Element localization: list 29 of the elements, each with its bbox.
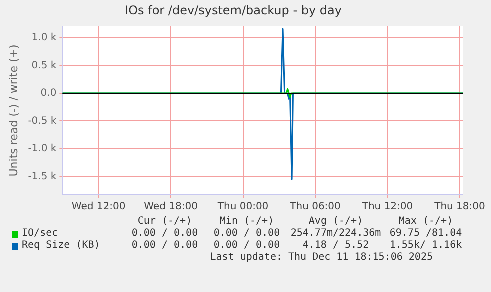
x-tick-label: Wed 12:00 xyxy=(72,202,126,213)
text: Last update: Thu Dec 11 18:15:06 2025 xyxy=(209,252,434,264)
y-tick-label: 1.0 k xyxy=(32,32,57,44)
text: 4.18 / 5.52 xyxy=(302,240,370,252)
text: Cur (-/+) xyxy=(136,216,194,228)
y-tick-label: 0.0 xyxy=(40,88,57,100)
x-tick-label: Thu 12:00 xyxy=(361,202,414,213)
text: 0.00 / 0.00 xyxy=(212,228,282,240)
text: 1.55k/ 1.16k xyxy=(388,240,464,252)
x-tick-label: Thu 18:00 xyxy=(434,202,486,213)
y-tick-label: 0.5 k xyxy=(32,60,57,72)
legend-label: Req Size (KB) xyxy=(22,240,102,252)
x-tick-label: Wed 18:00 xyxy=(144,202,198,213)
text: 0.00 / 0.00 xyxy=(212,240,282,252)
x-tick-label: Thu 06:00 xyxy=(289,202,341,213)
text: Avg (-/+) xyxy=(308,216,364,228)
y-axis-title: Units read (-) / write (+) xyxy=(7,44,20,177)
text: 0.00 / 0.00 xyxy=(130,228,200,240)
text: 69.75 /81.04 xyxy=(388,228,464,240)
text: 0.00 / 0.00 xyxy=(130,240,200,252)
y-tick-label: -1.0 k xyxy=(28,144,57,155)
x-tick-label: Thu 00:00 xyxy=(216,202,269,213)
text: Max (-/+) xyxy=(398,216,454,228)
text: Min (-/+) xyxy=(218,216,276,228)
y-tick-label: -1.5 k xyxy=(28,171,57,182)
y-tick-label: -0.5 k xyxy=(28,116,57,127)
chart-title: IOs for /dev/system/backup - by day xyxy=(125,3,342,18)
legend-label: IO/sec xyxy=(22,228,60,240)
text: 254.77m/224.36m xyxy=(290,228,382,240)
